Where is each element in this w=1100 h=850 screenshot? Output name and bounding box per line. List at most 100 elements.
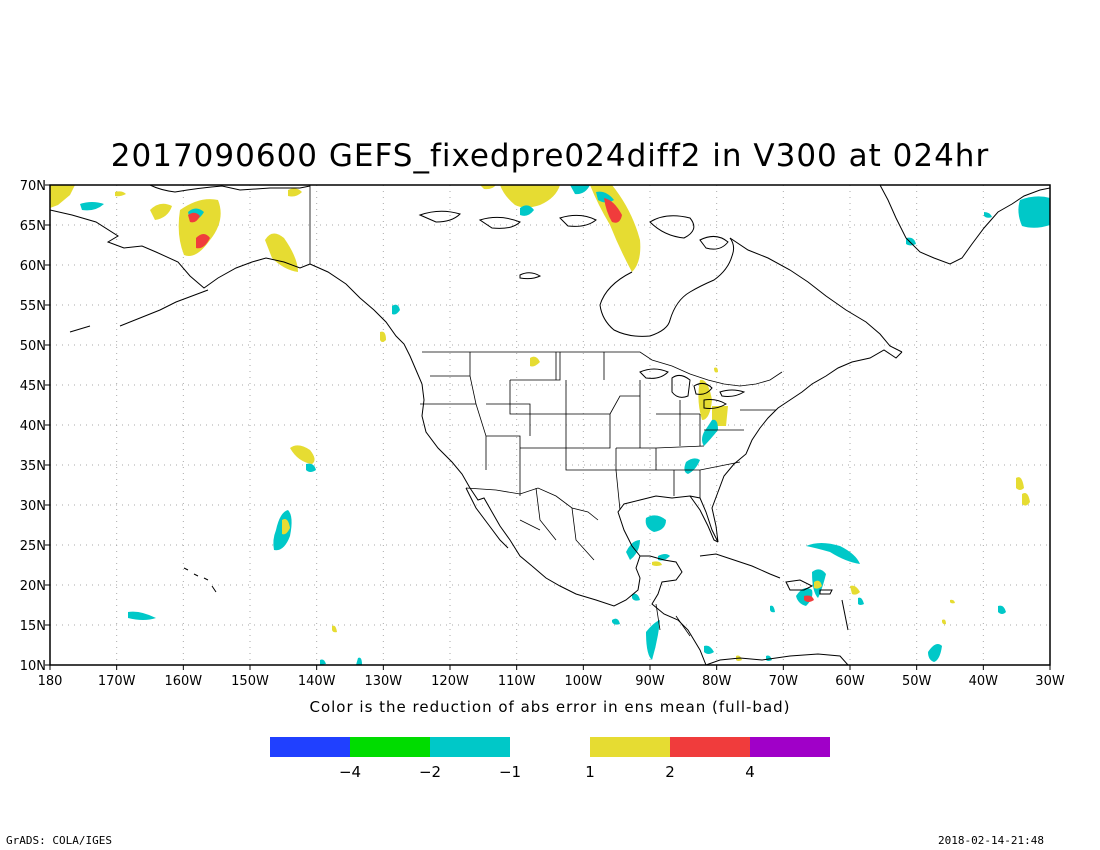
- anomaly-yellow: [590, 185, 641, 272]
- anomaly-cyan: [928, 644, 942, 662]
- grads-credit: GrADS: COLA/IGES: [6, 834, 112, 847]
- coastline-hudson-bay: [599, 237, 735, 337]
- anomaly-red: [188, 212, 200, 223]
- border-mexico-states: [519, 487, 595, 561]
- tick-label-lat: 55N: [20, 299, 46, 314]
- coastline-gulf: [617, 491, 719, 557]
- map-title: 2017090600 GEFS_fixedpre024diff2 in V300…: [110, 138, 990, 174]
- anomaly-yellow: [942, 619, 946, 625]
- anomaly-cyan: [998, 605, 1006, 614]
- colorbar-swatch: [590, 737, 670, 757]
- anomaly-cyan: [984, 212, 992, 218]
- coastline-greenland: [879, 185, 1050, 265]
- anomaly-cyan: [906, 237, 916, 246]
- anomaly-yellow: [332, 625, 337, 633]
- anomaly-yellow: [50, 185, 75, 208]
- tick-label-lat: 10N: [20, 659, 46, 674]
- coastline-mexico: [531, 555, 707, 665]
- anomaly-yellow: [282, 519, 290, 535]
- anomaly-cyan: [128, 611, 156, 620]
- anomaly-yellow: [1016, 477, 1024, 490]
- anomaly-yellow: [480, 185, 496, 190]
- tick-label-lon: 110W: [498, 674, 536, 689]
- tick-label-lon: 30W: [1035, 674, 1065, 689]
- anomaly-cyan: [806, 543, 860, 564]
- colorbar-swatch: [670, 737, 750, 757]
- anomaly-cyan: [645, 515, 666, 532]
- map-caption: Color is the reduction of abs error in e…: [309, 698, 791, 716]
- timestamp: 2018-02-14-21:48: [938, 834, 1044, 847]
- axis-tick-labels: 180 170W 160W 150W 140W 130W 120W 110W 100W 90W 80…: [20, 179, 1065, 689]
- anomaly-cyan: [392, 304, 400, 315]
- tick-label-lat: 45N: [20, 379, 46, 394]
- coastlines: [50, 185, 1050, 665]
- coastline-bc: [309, 263, 423, 385]
- coastline-cuba: [699, 553, 781, 579]
- shaded-anomalies: [50, 185, 1050, 665]
- tick-label-lon: 70W: [769, 674, 799, 689]
- colorbar-label: −4: [339, 763, 361, 781]
- tick-label-lon: 80W: [702, 674, 732, 689]
- tick-label-lat: 70N: [20, 179, 46, 194]
- coastline-puerto-rico: [819, 589, 833, 595]
- anomaly-yellow: [714, 367, 718, 373]
- tick-label-lon: 160W: [164, 674, 202, 689]
- anomaly-yellow: [850, 585, 860, 595]
- coastline-alaska-north: [149, 185, 311, 193]
- tick-label-lat: 20N: [20, 579, 46, 594]
- anomaly-yellow: [652, 561, 662, 566]
- axis-ticks: [45, 184, 1051, 670]
- tick-label-lon: 150W: [231, 674, 269, 689]
- anomaly-cyan: [570, 185, 590, 195]
- tick-label-lon: 40W: [969, 674, 999, 689]
- anomaly-yellow: [380, 331, 386, 342]
- coastline-us-west: [421, 383, 533, 567]
- anomaly-cyan: [702, 419, 718, 446]
- anomaly-yellow: [500, 185, 560, 208]
- coastline-great-lakes: [639, 368, 746, 409]
- coastline-arctic-islands: [418, 210, 729, 280]
- anomaly-cyan: [356, 657, 362, 665]
- anomaly-cyan: [320, 659, 326, 665]
- anomaly-cyan: [858, 597, 864, 605]
- coastline-hawaii: [183, 567, 217, 593]
- tick-label-lat: 15N: [20, 619, 46, 634]
- anomaly-cyan: [626, 540, 640, 560]
- anomaly-cyan: [770, 605, 775, 613]
- tick-label-lon: 90W: [635, 674, 665, 689]
- tick-label-lon: 130W: [364, 674, 402, 689]
- anomaly-yellow: [950, 599, 955, 604]
- tick-label-lat: 30N: [20, 499, 46, 514]
- tick-label-lon: 170W: [98, 674, 136, 689]
- coastline-florida: [689, 495, 719, 543]
- coastline-lesser-antilles: [841, 599, 849, 631]
- border-central-america: [655, 603, 691, 637]
- colorbar-swatch: [750, 737, 830, 757]
- colorbar-label: 4: [745, 763, 755, 781]
- tick-label-lat: 40N: [20, 419, 46, 434]
- coastline-aleutians: [69, 289, 209, 333]
- coastline-hispaniola: [785, 579, 814, 591]
- anomaly-yellow: [288, 188, 302, 197]
- anomaly-yellow: [814, 580, 822, 589]
- coastline-baja: [465, 487, 509, 549]
- colorbar-label: 1: [585, 763, 595, 781]
- tick-label-lon: 120W: [431, 674, 469, 689]
- colorbar-label: −1: [499, 763, 521, 781]
- map-content: [50, 185, 1050, 665]
- anomaly-cyan: [632, 593, 640, 601]
- border-us-states: [420, 352, 776, 511]
- coastline-us-east: [717, 349, 903, 493]
- tick-label-lat: 25N: [20, 539, 46, 554]
- colorbar-label: 2: [665, 763, 675, 781]
- tick-label-lon: 60W: [835, 674, 865, 689]
- tick-label-lat: 65N: [20, 219, 46, 234]
- colorbar-swatch: [430, 737, 510, 757]
- anomaly-red: [804, 595, 814, 602]
- tick-label-lat: 60N: [20, 259, 46, 274]
- tick-label-lon: 100W: [564, 674, 602, 689]
- anomaly-red: [604, 198, 622, 223]
- coastline-alaska: [50, 209, 311, 289]
- anomaly-cyan: [80, 202, 104, 211]
